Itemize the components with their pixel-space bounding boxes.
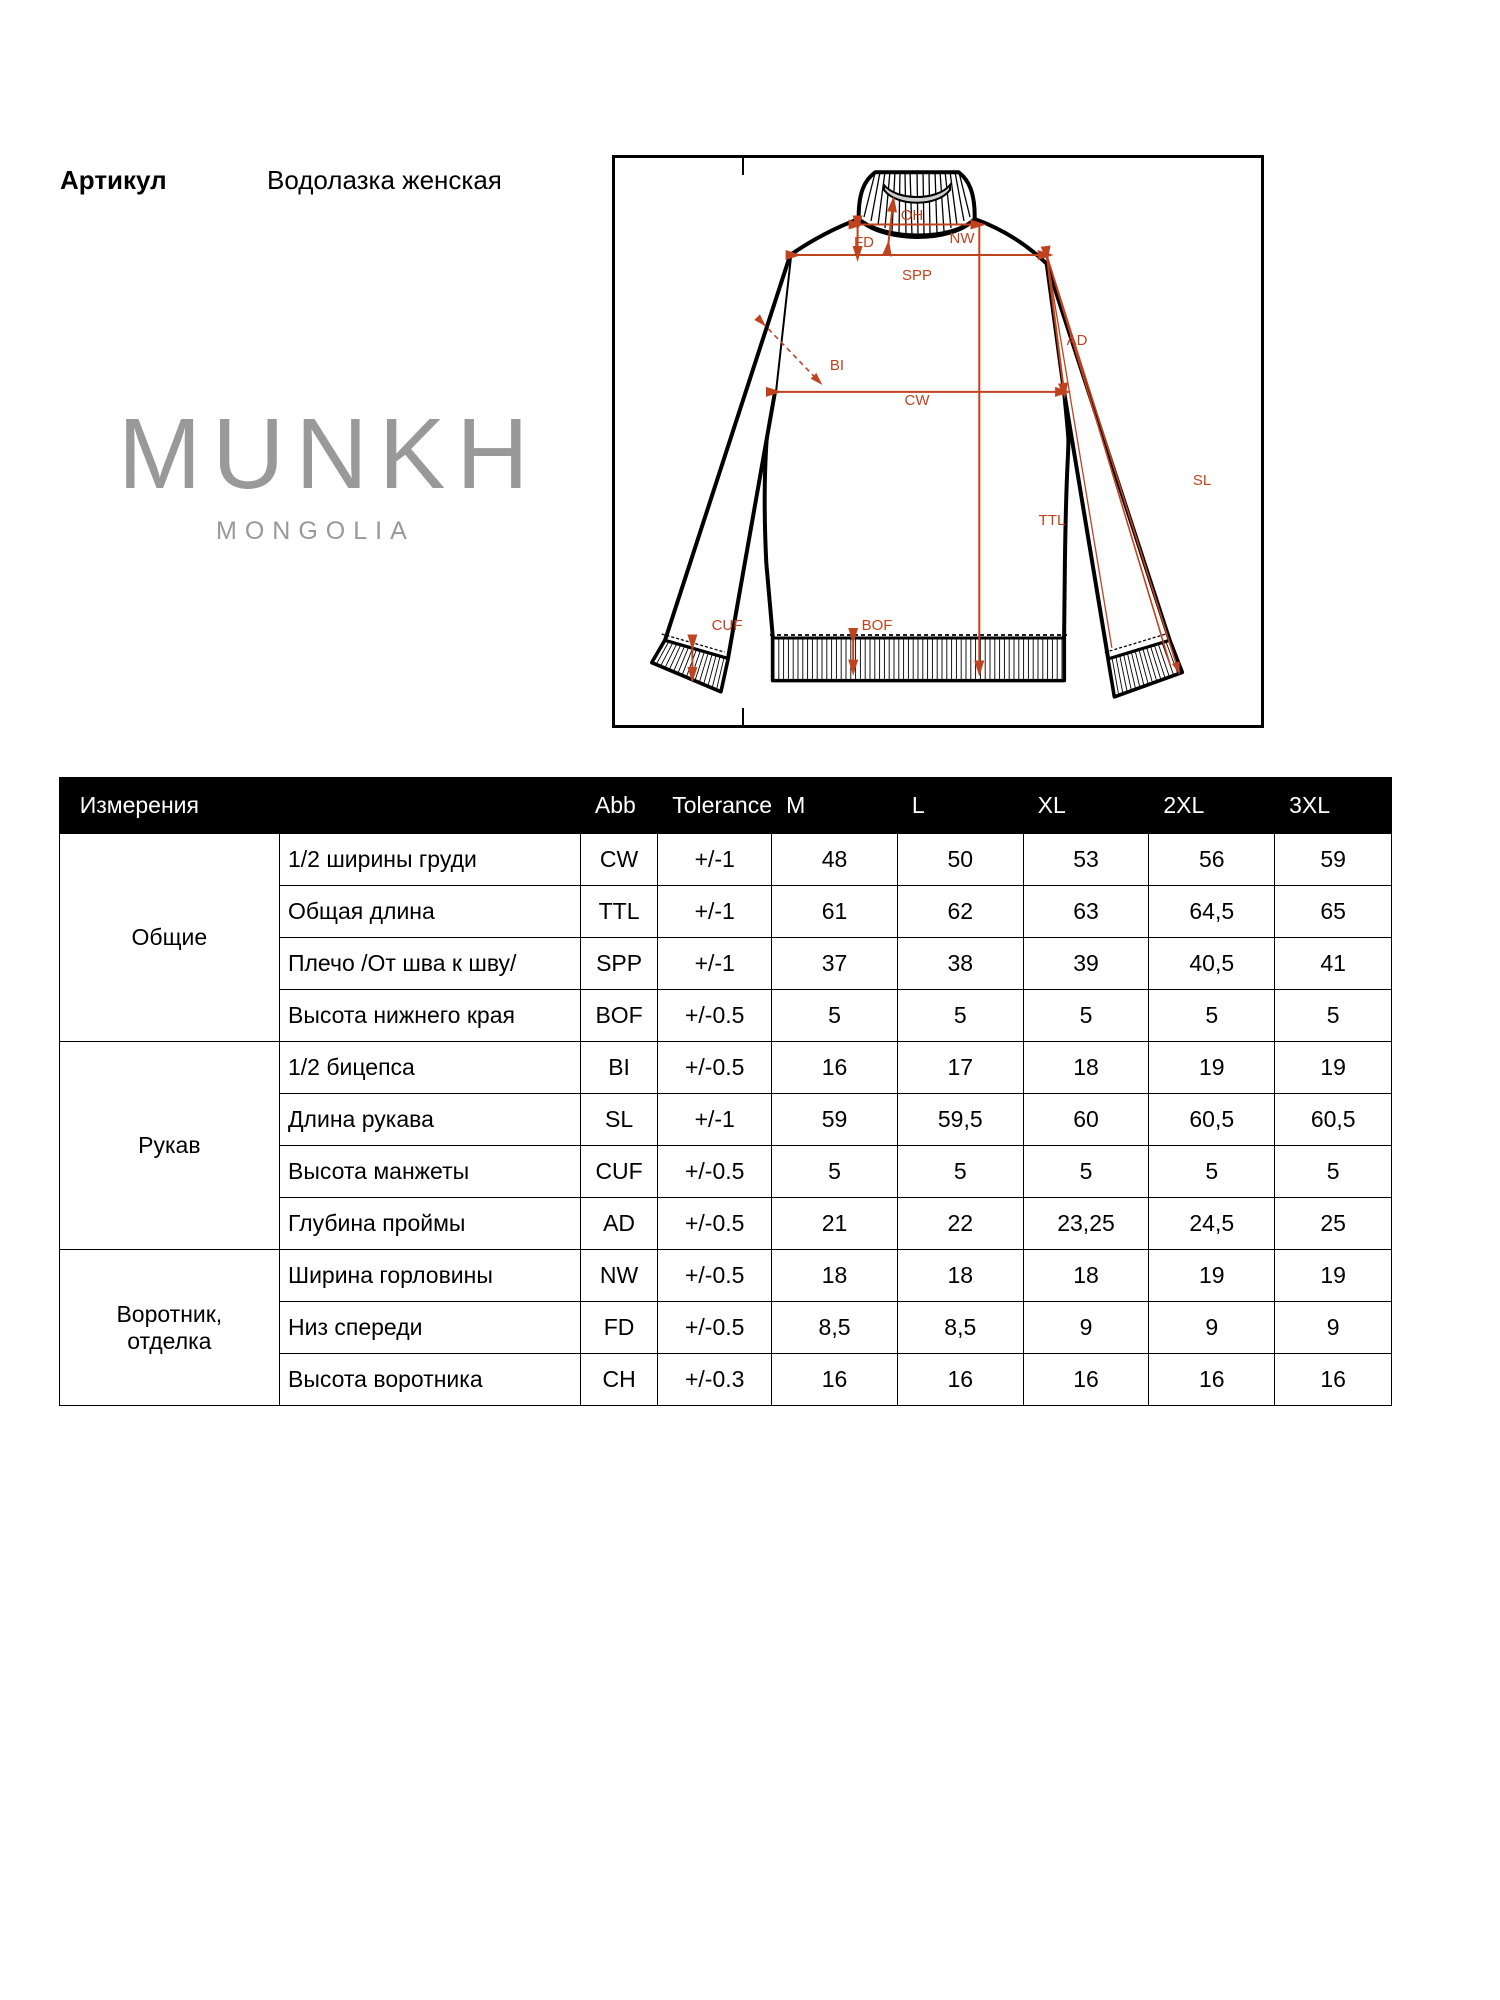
svg-text:TTL: TTL [1039, 512, 1066, 529]
svg-text:NW: NW [950, 230, 976, 247]
svg-text:FD: FD [854, 234, 874, 251]
svg-text:AD: AD [1067, 332, 1088, 349]
svg-text:SPP: SPP [902, 267, 932, 284]
svg-text:CW: CW [905, 392, 931, 409]
svg-text:SL: SL [1193, 472, 1211, 489]
svg-text:CUF: CUF [712, 617, 743, 634]
svg-text:BOF: BOF [862, 617, 893, 634]
svg-text:BI: BI [830, 357, 844, 374]
svg-text:OH: OH [901, 207, 924, 224]
